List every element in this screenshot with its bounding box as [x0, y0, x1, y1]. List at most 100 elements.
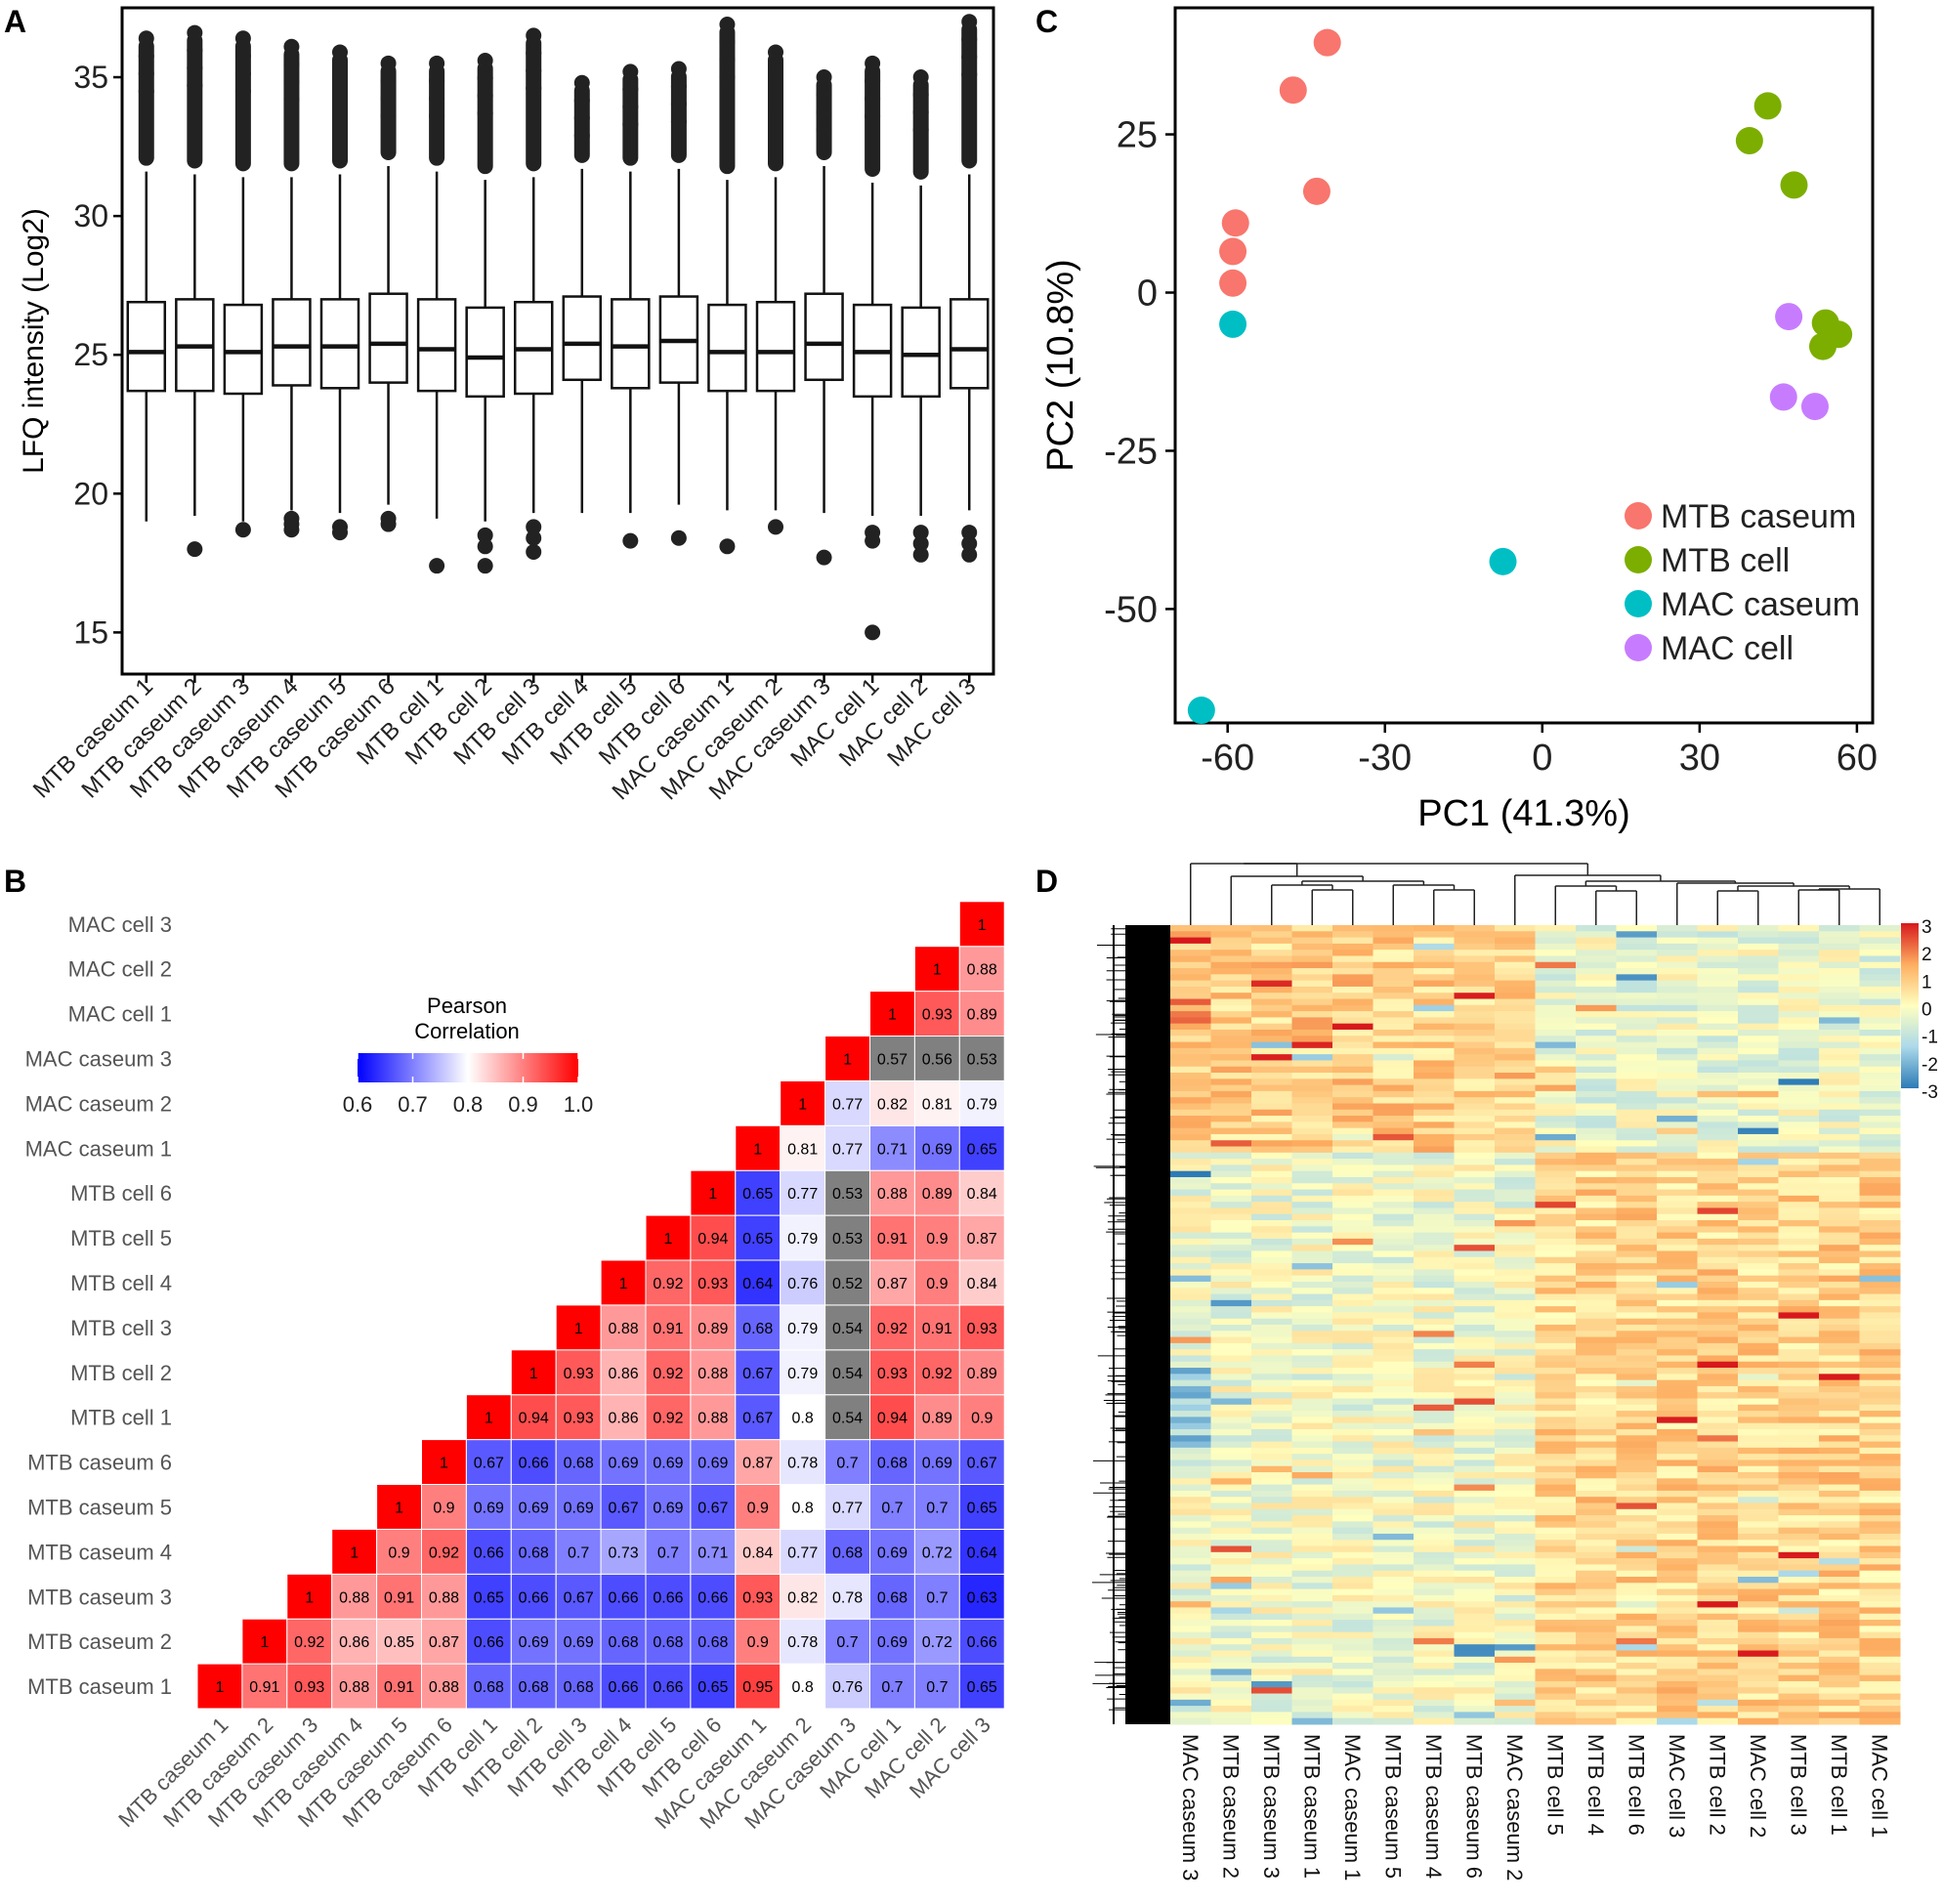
heat-cell — [1778, 998, 1820, 1006]
heat-cell — [1778, 1588, 1820, 1596]
heat-cell — [1170, 1368, 1211, 1375]
heat-cell — [1373, 1090, 1415, 1098]
x-tick-label: 60 — [1837, 738, 1878, 779]
heat-cell — [1697, 1564, 1739, 1572]
heat-cell — [1859, 1079, 1901, 1086]
corr-cell-value: 0.88 — [339, 1679, 369, 1696]
heat-cell — [1819, 1706, 1860, 1713]
heat-cell — [1210, 1159, 1252, 1165]
heat-cell — [1454, 1428, 1496, 1436]
heat-cell — [1616, 1238, 1658, 1246]
heat-cell — [1535, 1454, 1577, 1460]
heat-cell — [1332, 1564, 1373, 1572]
heat-cell — [1657, 1650, 1698, 1658]
box-outlier-point — [526, 27, 542, 44]
heat-cell — [1454, 1299, 1496, 1307]
column-label: MAC cell 2 — [1746, 1734, 1770, 1838]
heat-cell — [1210, 974, 1252, 982]
heat-cell — [1535, 1392, 1577, 1400]
heat-cell — [1576, 1079, 1617, 1086]
heat-cell — [1819, 1428, 1860, 1436]
heat-cell — [1291, 1195, 1333, 1203]
corr-cell-value: 0.66 — [474, 1544, 504, 1561]
heat-cell — [1697, 1398, 1739, 1406]
heat-cell — [1414, 1454, 1455, 1460]
heat-cell — [1535, 1318, 1577, 1326]
heat-cell — [1251, 1140, 1292, 1148]
heat-cell — [1495, 1637, 1536, 1645]
heat-cell — [1657, 1041, 1698, 1049]
heat-cell — [1859, 1478, 1901, 1486]
heat-cell — [1819, 1256, 1860, 1264]
heat-cell — [1291, 1521, 1333, 1529]
heat-cell — [1454, 1626, 1496, 1633]
heat-cell — [1373, 1398, 1415, 1406]
heat-cell — [1778, 1176, 1820, 1184]
heat-cell — [1778, 1133, 1820, 1141]
heat-cell — [1778, 1417, 1820, 1424]
heat-cell — [1332, 1508, 1373, 1516]
heat-cell — [1859, 1140, 1901, 1148]
heat-cell — [1332, 1417, 1373, 1424]
heat-cell — [1778, 1441, 1820, 1449]
heat-cell — [1778, 1669, 1820, 1676]
heat-cell — [1778, 1411, 1820, 1417]
heat-cell — [1819, 1183, 1860, 1191]
heat-cell — [1495, 1073, 1536, 1079]
heat-cell — [1657, 1023, 1698, 1031]
column-label: MTB cell 2 — [1705, 1734, 1729, 1836]
heat-cell — [1535, 1170, 1577, 1178]
heat-cell — [1373, 1521, 1415, 1529]
pca-point — [1221, 209, 1249, 237]
heat-cell — [1616, 1041, 1658, 1049]
corr-cell-value: 0.9 — [926, 1276, 948, 1292]
heat-cell — [1291, 1656, 1333, 1664]
corr-cell — [510, 1484, 557, 1530]
heat-cell — [1495, 1054, 1536, 1061]
heat-cell — [1576, 1656, 1617, 1664]
heat-cell — [1576, 1269, 1617, 1277]
heat-cell — [1859, 1551, 1901, 1559]
heat-cell — [1210, 1515, 1252, 1522]
heat-cell — [1454, 1674, 1496, 1682]
box-outlier-point — [234, 522, 251, 538]
heat-cell — [1291, 1564, 1333, 1572]
heat-cell — [1170, 1594, 1211, 1602]
column-label: MAC caseum 2 — [1502, 1734, 1527, 1881]
heat-cell — [1332, 1238, 1373, 1246]
heat-cell — [1210, 1176, 1252, 1184]
heat-cell — [1657, 1594, 1698, 1602]
heat-cell — [1170, 1183, 1211, 1191]
heat-cell — [1819, 1392, 1860, 1400]
panel-c-frame — [1173, 6, 1875, 725]
heat-cell — [1332, 1644, 1373, 1651]
heat-cell — [1454, 1521, 1496, 1529]
heat-cell — [1697, 1644, 1739, 1651]
heat-cell — [1170, 1288, 1211, 1295]
heat-cell — [1738, 961, 1779, 969]
heat-cell — [1616, 1159, 1658, 1165]
heat-cell — [1414, 1066, 1455, 1074]
color-scale-label: -1 — [1922, 1028, 1938, 1048]
heat-cell — [1454, 1127, 1496, 1135]
heat-cell — [1697, 1551, 1739, 1559]
heat-cell — [1738, 986, 1779, 994]
heat-cell — [1819, 1613, 1860, 1621]
heat-cell — [1454, 1392, 1496, 1400]
heat-cell — [1251, 931, 1292, 939]
heat-cell — [1291, 1275, 1333, 1283]
panel-b-correlation-matrix: 1 0.9110.930.9210.880.860.8810.910.850.91… — [25, 901, 1005, 1834]
heat-cell — [1819, 1079, 1860, 1086]
heat-cell — [1170, 1017, 1211, 1025]
heat-cell — [1414, 1170, 1455, 1178]
heat-cell — [1535, 1422, 1577, 1430]
heat-cell — [1373, 925, 1415, 932]
heat-cell — [1251, 1213, 1292, 1221]
heat-cell — [1454, 1090, 1496, 1098]
heat-cell — [1697, 1256, 1739, 1264]
heat-cell — [1495, 1588, 1536, 1596]
corr-cell — [510, 1528, 557, 1575]
box-outlier-point — [477, 52, 493, 68]
heat-cell — [1332, 961, 1373, 969]
heat-cell — [1738, 1090, 1779, 1098]
